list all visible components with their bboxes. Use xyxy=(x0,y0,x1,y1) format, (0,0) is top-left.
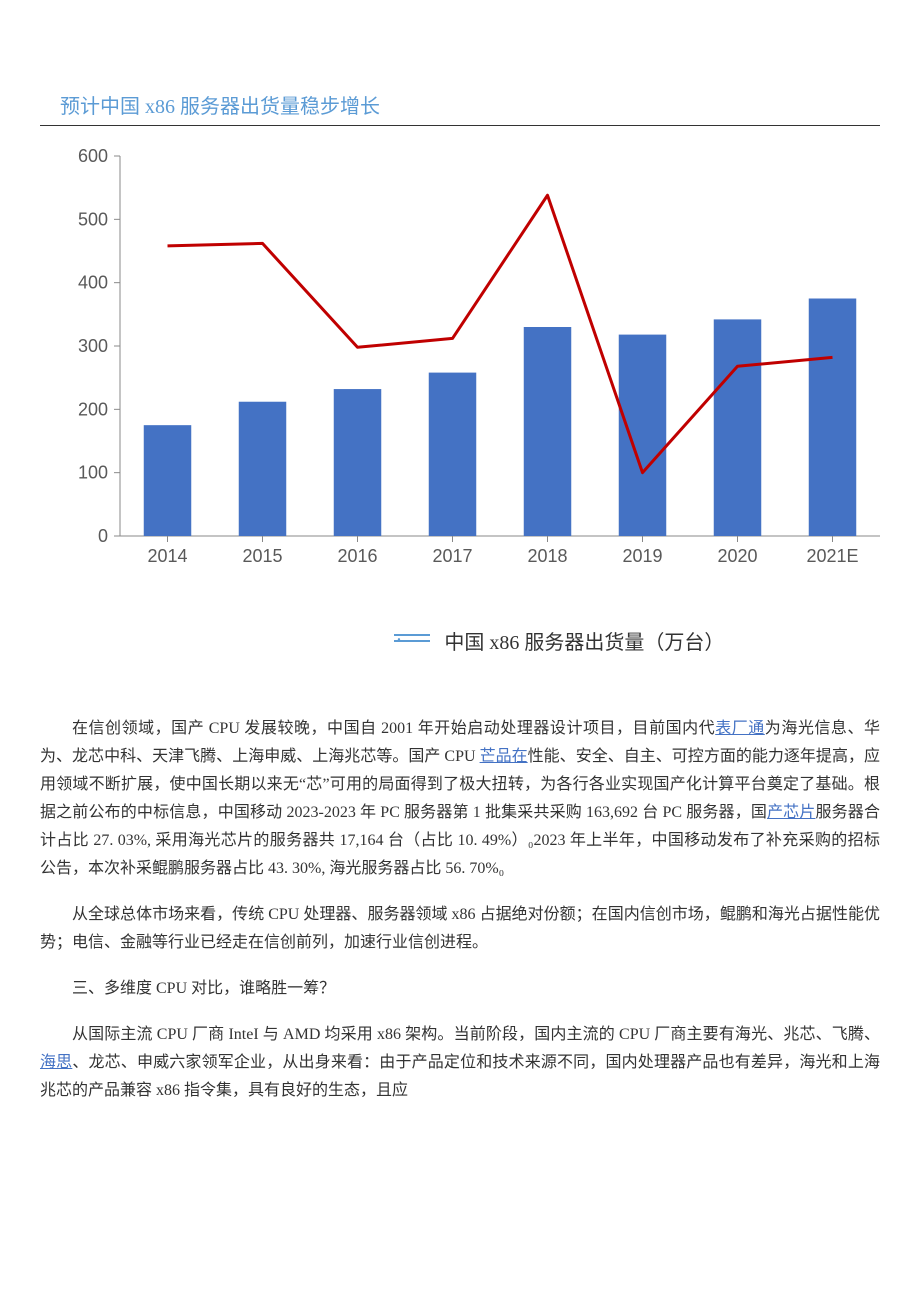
link-chanxinpian[interactable]: 产芯片 xyxy=(767,804,815,821)
svg-text:2015: 2015 xyxy=(242,546,282,566)
svg-text:500: 500 xyxy=(78,209,108,229)
svg-text:2019: 2019 xyxy=(622,546,662,566)
svg-text:2014: 2014 xyxy=(147,546,187,566)
paragraph-2: 从全球总体市场来看，传统 CPU 处理器、服务器领域 x86 占据绝对份额；在国… xyxy=(40,901,880,957)
svg-text:2016: 2016 xyxy=(337,546,377,566)
bar xyxy=(239,402,287,536)
svg-text:2017: 2017 xyxy=(432,546,472,566)
paragraph-1: 在信创领域，国产 CPU 发展较晚，中国自 2001 年开始启动处理器设计项目，… xyxy=(40,715,880,883)
bar-line-chart: 0 100 200 300 400 500 600 2014 2015 2016 2017 2018 2… xyxy=(60,146,900,586)
svg-text:600: 600 xyxy=(78,146,108,166)
link-biaolutong[interactable]: 表厂通 xyxy=(715,720,765,737)
bar xyxy=(429,373,477,536)
svg-text:2021E: 2021E xyxy=(806,546,858,566)
bar xyxy=(524,327,572,536)
chart-svg: 0 100 200 300 400 500 600 2014 2015 2016 2017 2018 2… xyxy=(60,146,900,586)
svg-text:400: 400 xyxy=(78,273,108,293)
paragraph-4: 从国际主流 CPU 厂商 InteI 与 AMD 均采用 x86 架构。当前阶段… xyxy=(40,1021,880,1105)
chart-title: 预计中国 x86 服务器出货量稳步增长 xyxy=(60,90,880,125)
title-underline xyxy=(40,125,880,126)
article-body: 在信创领域，国产 CPU 发展较晚，中国自 2001 年开始启动处理器设计项目，… xyxy=(40,715,880,1105)
paragraph-3: 三、多维度 CPU 对比，谁略胜一筹？ xyxy=(40,975,880,1003)
p1-text-a: 在信创领域，国产 CPU 发展较晚，中国自 2001 年开始启动处理器设计项目，… xyxy=(72,720,715,737)
svg-text:300: 300 xyxy=(78,336,108,356)
svg-text:0: 0 xyxy=(98,526,108,546)
legend-marker-icon xyxy=(406,635,418,647)
bar xyxy=(144,425,192,536)
bar xyxy=(714,319,762,536)
svg-text:2018: 2018 xyxy=(527,546,567,566)
svg-text:2020: 2020 xyxy=(717,546,757,566)
svg-text:200: 200 xyxy=(78,399,108,419)
legend-label: 中国 x86 服务器出货量（万台） xyxy=(444,626,724,655)
p4-text-a: 从国际主流 CPU 厂商 InteI 与 AMD 均采用 x86 架构。当前阶段… xyxy=(72,1026,880,1043)
svg-text:100: 100 xyxy=(78,463,108,483)
chart-legend: · 中国 x86 服务器出货量（万台） xyxy=(40,626,880,655)
bar xyxy=(619,335,667,536)
link-mangpinzai[interactable]: 芒品在 xyxy=(480,748,528,765)
bar xyxy=(809,299,857,537)
p4-text-b: 、龙芯、申威六家领军企业，从出身来看：由于产品定位和技术来源不同，国内处理器产品… xyxy=(40,1054,880,1099)
bar xyxy=(334,389,382,536)
link-haisi[interactable]: 海思 xyxy=(40,1054,72,1071)
